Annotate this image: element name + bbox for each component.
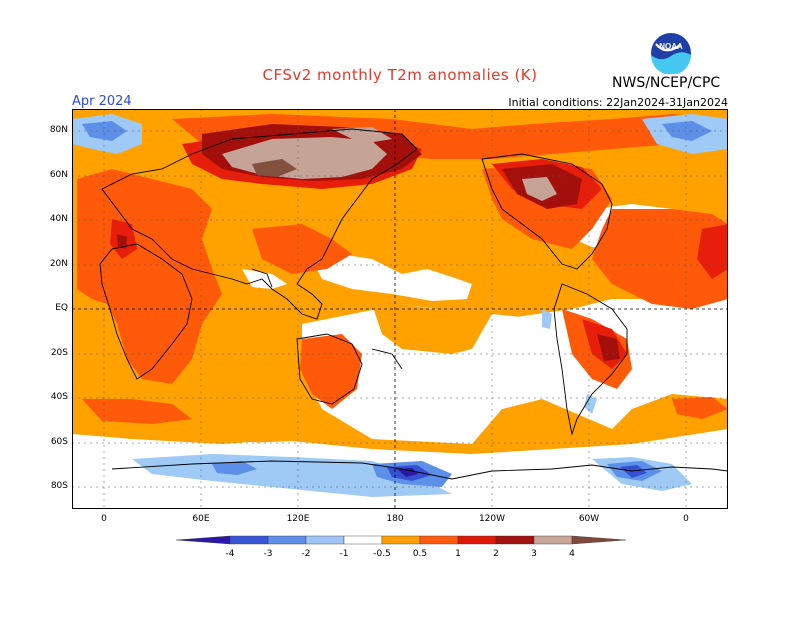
lat-label: EQ bbox=[55, 303, 68, 313]
colorbar-swatch bbox=[381, 535, 421, 545]
colorbar-label: -2 bbox=[302, 549, 311, 559]
forecast-month: Apr 2024 bbox=[72, 94, 132, 109]
lat-label: 80S bbox=[50, 481, 68, 491]
lat-label: 80N bbox=[49, 125, 68, 135]
lon-label: 120E bbox=[286, 514, 310, 524]
lat-label: 20S bbox=[50, 348, 68, 358]
lon-label: 120W bbox=[478, 514, 506, 524]
colorbar-swatch bbox=[305, 535, 345, 545]
colorbar-swatch bbox=[175, 535, 231, 545]
colorbar-label: 0.5 bbox=[413, 549, 427, 559]
svg-text:NOAA: NOAA bbox=[659, 42, 683, 51]
colorbar-label: -1 bbox=[340, 549, 349, 559]
anomaly-fill-max bbox=[252, 159, 297, 177]
organization-label: NWS/NCEP/CPC bbox=[612, 75, 721, 91]
colorbar-swatch bbox=[419, 535, 459, 545]
colorbar-swatch bbox=[533, 535, 573, 545]
colorbar-swatch bbox=[457, 535, 497, 545]
lon-label: 60W bbox=[578, 514, 600, 524]
anomaly-map bbox=[72, 109, 728, 509]
colorbar-label: 3 bbox=[531, 549, 537, 559]
colorbar-label: 1 bbox=[455, 549, 461, 559]
colorbar-label: 2 bbox=[493, 549, 499, 559]
map-frame bbox=[72, 109, 728, 509]
lat-label: 40N bbox=[49, 214, 68, 224]
map-title: CFSv2 monthly T2m anomalies (K) bbox=[262, 66, 538, 84]
lat-label: 20N bbox=[49, 259, 68, 269]
lat-label: 60S bbox=[50, 437, 68, 447]
lat-label: 40S bbox=[50, 392, 68, 402]
colorbar-swatch bbox=[571, 535, 627, 545]
anomaly-fill-neg-extreme bbox=[397, 468, 418, 477]
colorbar-label: -0.5 bbox=[373, 549, 391, 559]
colorbar-swatch bbox=[229, 535, 269, 545]
colorbar-swatch bbox=[495, 535, 535, 545]
colorbar-label: -4 bbox=[226, 549, 235, 559]
colorbar-swatch bbox=[343, 535, 383, 545]
lon-label: 180 bbox=[386, 514, 404, 524]
colorbar-swatch bbox=[267, 535, 307, 545]
lon-label: 60E bbox=[192, 514, 210, 524]
lon-label: 0 bbox=[101, 514, 107, 524]
colorbar: -4 -3 -2 -1 -0.5 0.5 1 2 3 4 bbox=[175, 535, 627, 559]
lat-label: 60N bbox=[49, 170, 68, 180]
lon-label: 0 bbox=[683, 514, 689, 524]
noaa-logo: NOAA bbox=[651, 33, 691, 74]
initial-conditions: Initial conditions: 22Jan2024-31Jan2024 bbox=[508, 96, 728, 109]
colorbar-label: 4 bbox=[569, 549, 575, 559]
colorbar-label: -3 bbox=[264, 549, 273, 559]
